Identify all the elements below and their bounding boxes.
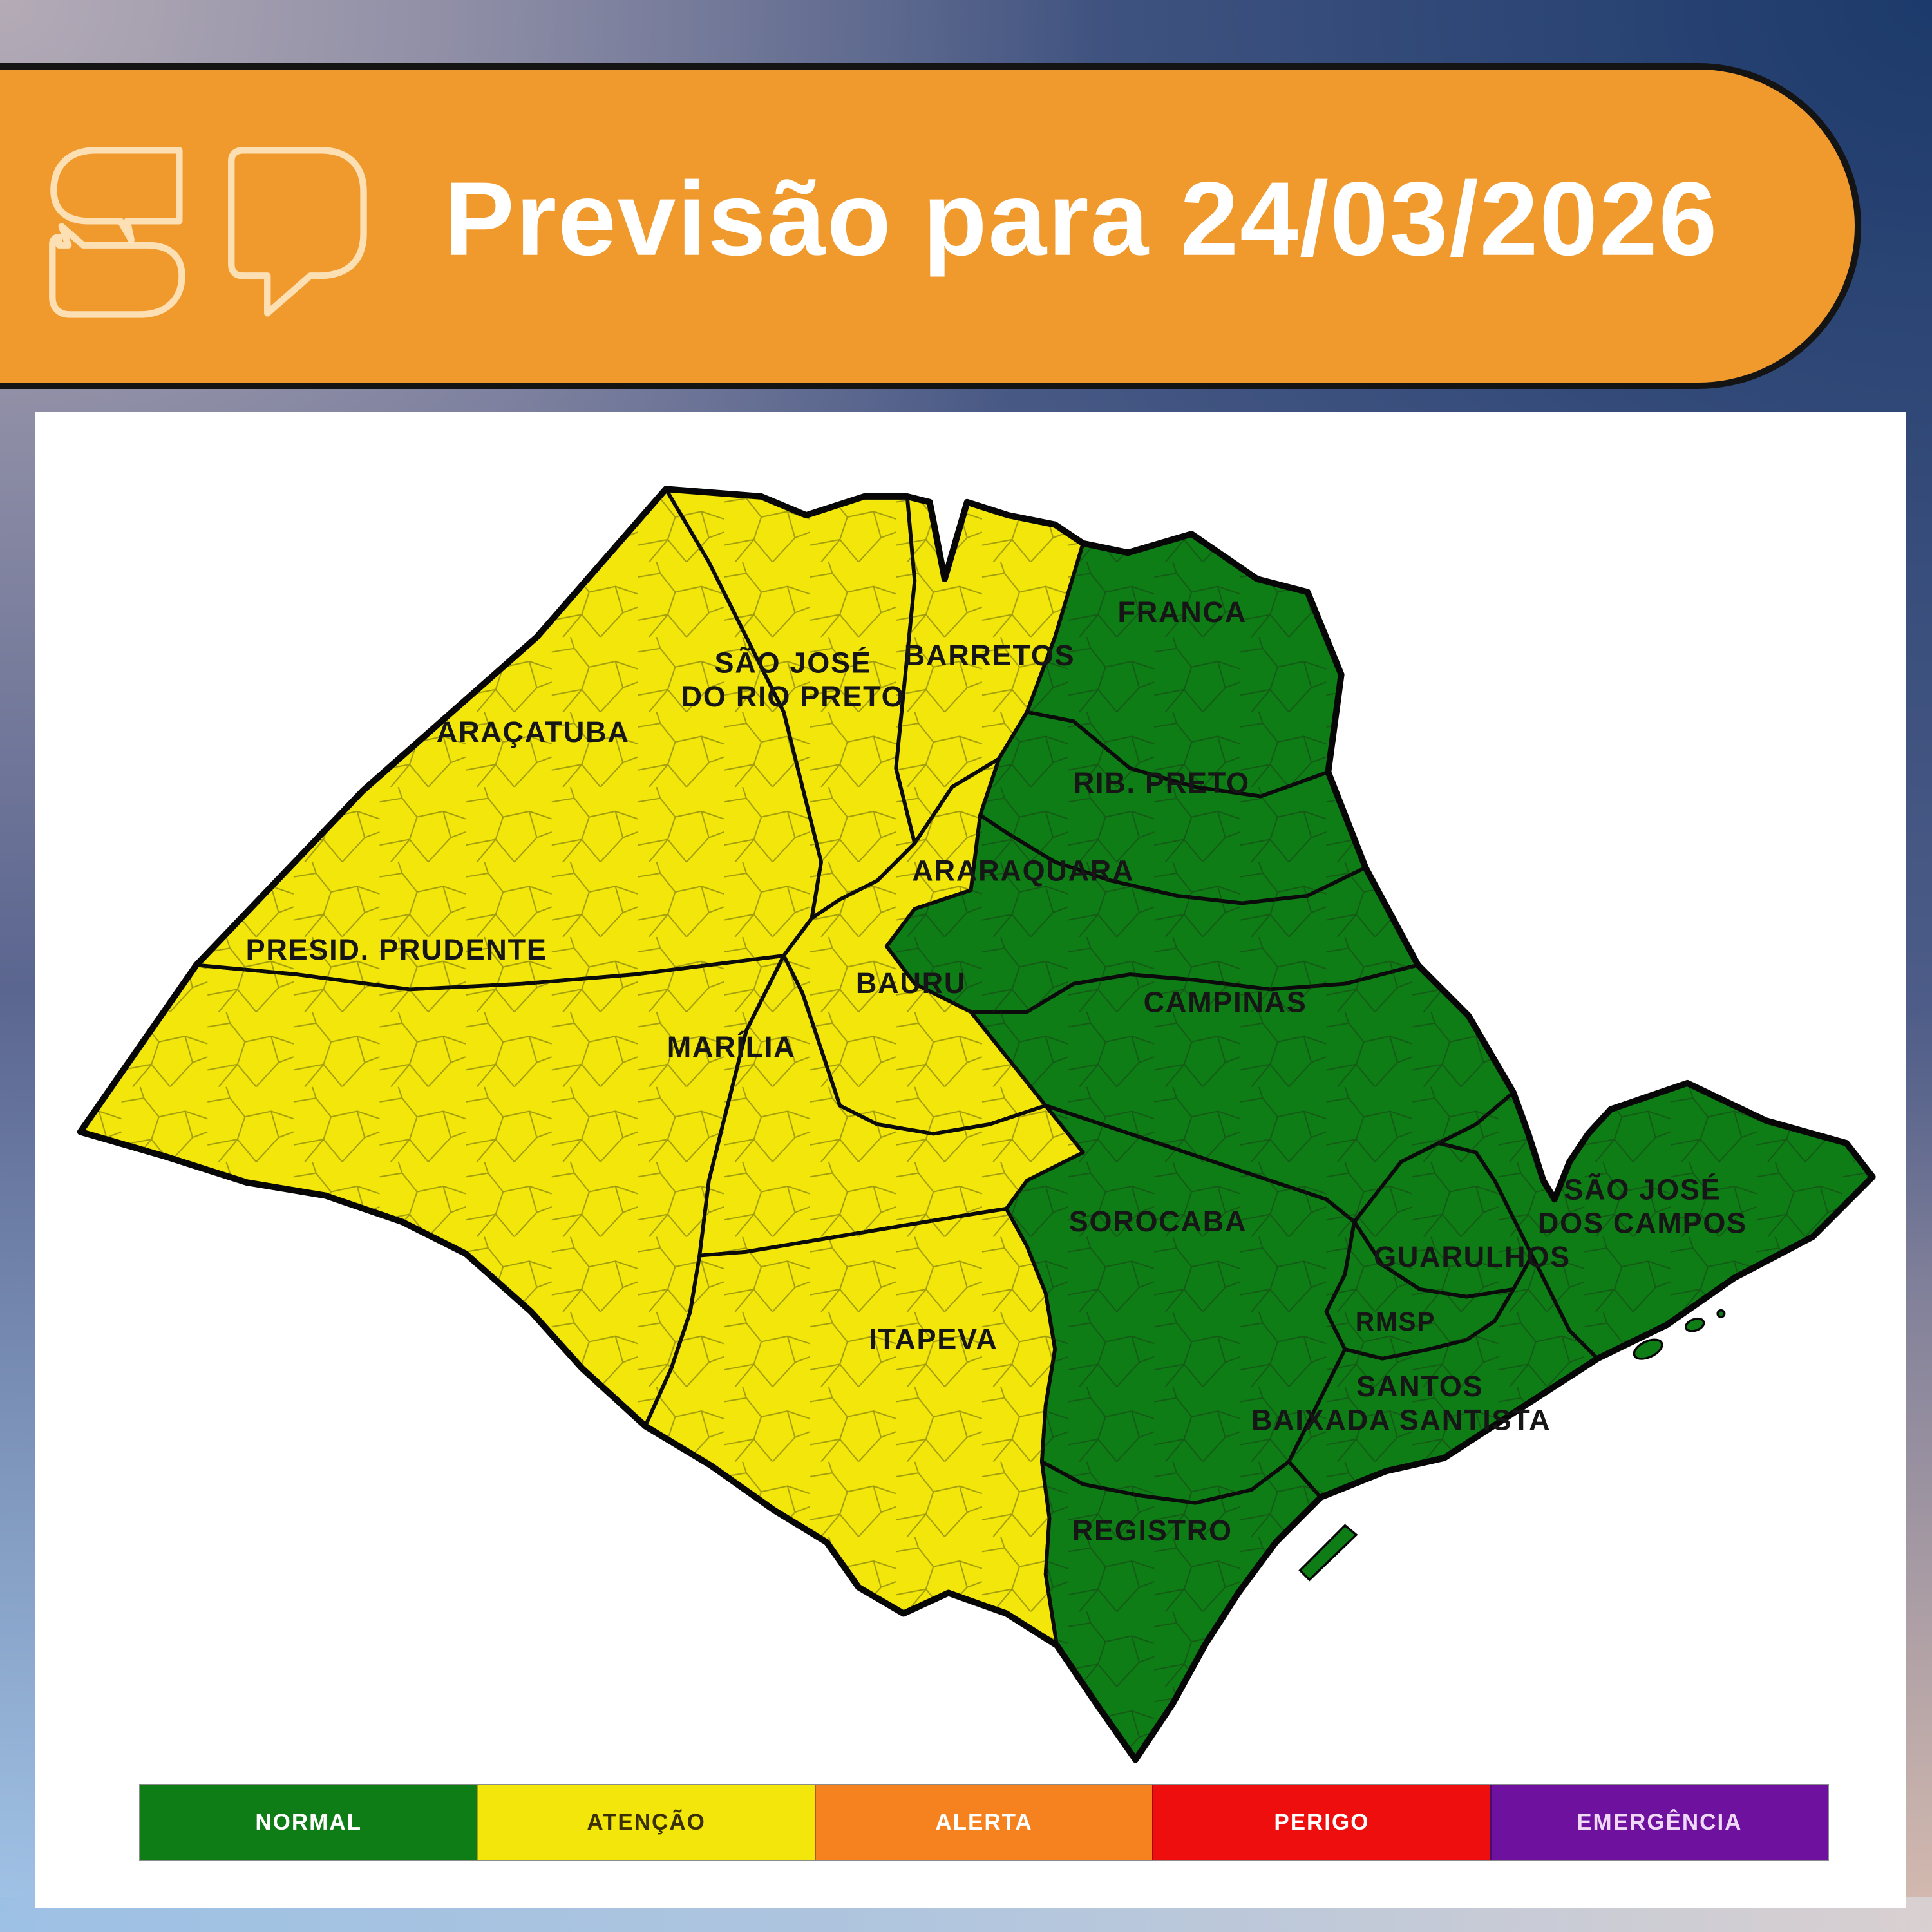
legend-item-emergencia: EMERGÊNCIA — [1490, 1785, 1828, 1860]
label-franca: FRANCA — [1118, 596, 1247, 629]
label-araraquara: ARARAQUARA — [912, 855, 1134, 887]
state-border — [77, 486, 1876, 1763]
label-sjrp-line1: SÃO JOSÉ — [714, 646, 871, 679]
label-campinas: CAMPINAS — [1144, 985, 1307, 1018]
island-ilha-comprida — [1298, 1524, 1358, 1582]
map-panel: FRANCA SÃO JOSÉ DO RIO PRETO BARRETOS AR… — [35, 412, 1906, 1908]
coastal-islands — [1298, 1309, 1726, 1582]
label-presid-prudente: PRESID. PRUDENTE — [246, 933, 547, 966]
island-3 — [1716, 1309, 1726, 1318]
label-sjrp-line2: DO RIO PRETO — [681, 680, 905, 713]
label-itapeva: ITAPEVA — [869, 1323, 998, 1356]
label-aracatuba: ARAÇATUBA — [437, 715, 630, 748]
label-baixada-santista: BAIXADA SANTISTA — [1251, 1403, 1551, 1436]
legend-item-normal: NORMAL — [140, 1785, 477, 1860]
map-labels: FRANCA SÃO JOSÉ DO RIO PRETO BARRETOS AR… — [246, 596, 1747, 1547]
label-rmsp: RMSP — [1356, 1307, 1435, 1336]
label-rib-preto: RIB. PRETO — [1074, 766, 1250, 799]
label-sjc-line2: DOS CAMPOS — [1538, 1207, 1747, 1240]
sp-logo-s-top — [50, 147, 183, 243]
state-map: FRANCA SÃO JOSÉ DO RIO PRETO BARRETOS AR… — [77, 486, 1876, 1763]
label-barretos: BARRETOS — [904, 639, 1075, 672]
label-bauru: BAURU — [856, 967, 966, 999]
label-marilia: MARÍLIA — [667, 1030, 796, 1063]
sp-logo-s-bottom — [49, 223, 185, 318]
label-registro: REGISTRO — [1072, 1514, 1233, 1547]
municipality-borders-texture — [80, 489, 1873, 1760]
header-banner: Previsão para 24/03/2026 — [0, 63, 1861, 389]
alert-legend: NORMAL ATENÇÃO ALERTA PERIGO EMERGÊNCIA — [139, 1784, 1829, 1861]
island-2 — [1685, 1317, 1705, 1332]
legend-item-atencao: ATENÇÃO — [477, 1785, 815, 1860]
label-guarulhos: GUARULHOS — [1374, 1240, 1571, 1273]
sp-logo-icon — [49, 147, 367, 318]
label-santos: SANTOS — [1356, 1370, 1483, 1403]
sp-logo-p — [228, 147, 367, 317]
page-title: Previsão para 24/03/2026 — [444, 159, 1719, 278]
label-sjc-line1: SÃO JOSÉ — [1564, 1173, 1721, 1206]
island-1 — [1633, 1338, 1663, 1360]
legend-item-alerta: ALERTA — [814, 1785, 1153, 1860]
label-sorocaba: SOROCABA — [1069, 1205, 1247, 1238]
legend-item-perigo: PERIGO — [1152, 1785, 1490, 1860]
